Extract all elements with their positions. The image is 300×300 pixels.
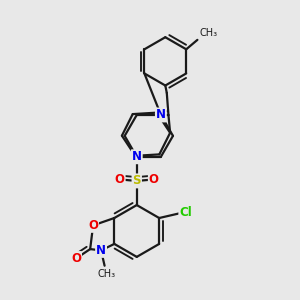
Text: N: N <box>96 244 106 257</box>
Text: O: O <box>71 252 81 265</box>
Text: O: O <box>115 173 125 186</box>
Text: CH₃: CH₃ <box>97 269 115 279</box>
Text: N: N <box>156 109 166 122</box>
Text: CH₃: CH₃ <box>200 28 218 38</box>
Text: O: O <box>88 219 98 232</box>
Text: N: N <box>132 150 142 163</box>
Text: O: O <box>149 173 159 186</box>
Text: Cl: Cl <box>179 206 192 219</box>
Text: S: S <box>133 174 141 188</box>
